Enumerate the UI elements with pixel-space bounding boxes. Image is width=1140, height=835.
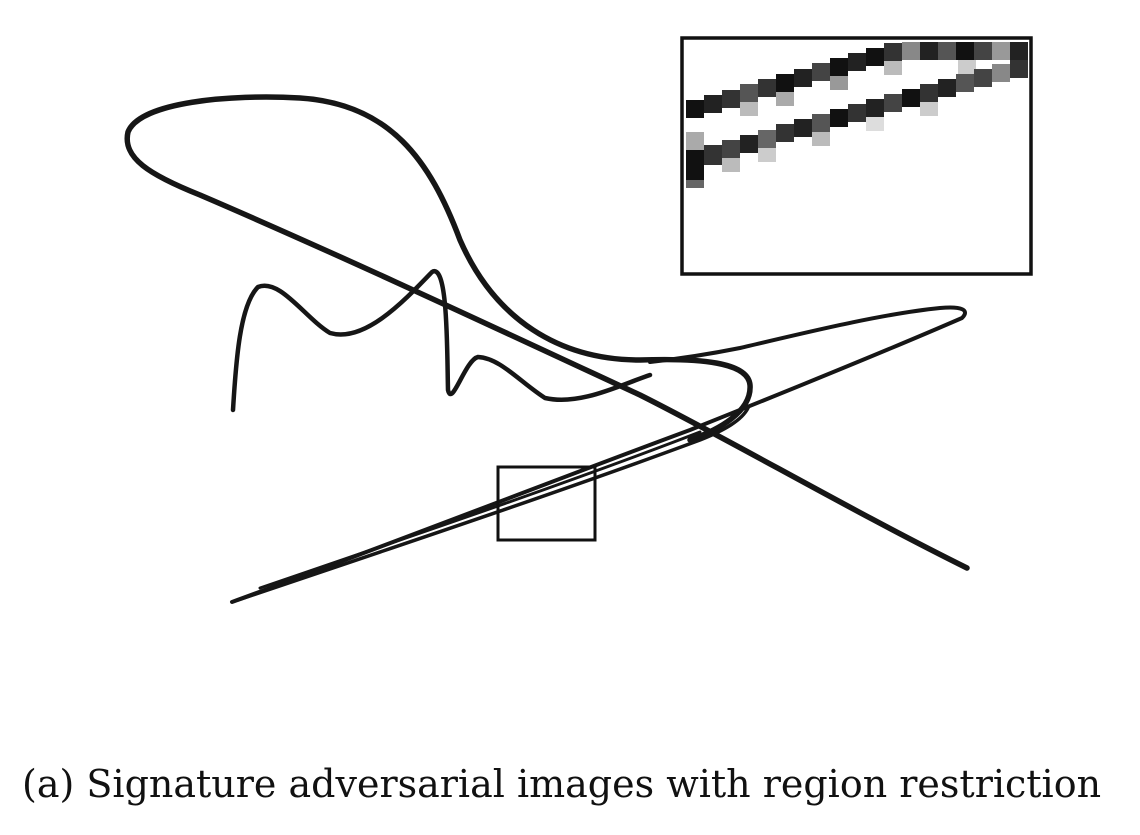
region-box xyxy=(496,465,597,542)
zoom-inset-pixels xyxy=(686,42,1028,188)
signature-wave-stroke xyxy=(230,269,653,413)
signature-parallel-strand xyxy=(258,430,702,590)
figure-caption: (a) Signature adversarial images with re… xyxy=(22,762,1102,806)
zoom-inset xyxy=(680,36,1033,276)
signature-upper-sweep xyxy=(230,305,967,604)
signature-image xyxy=(124,36,1033,604)
signature-lower-sweep xyxy=(236,406,750,602)
